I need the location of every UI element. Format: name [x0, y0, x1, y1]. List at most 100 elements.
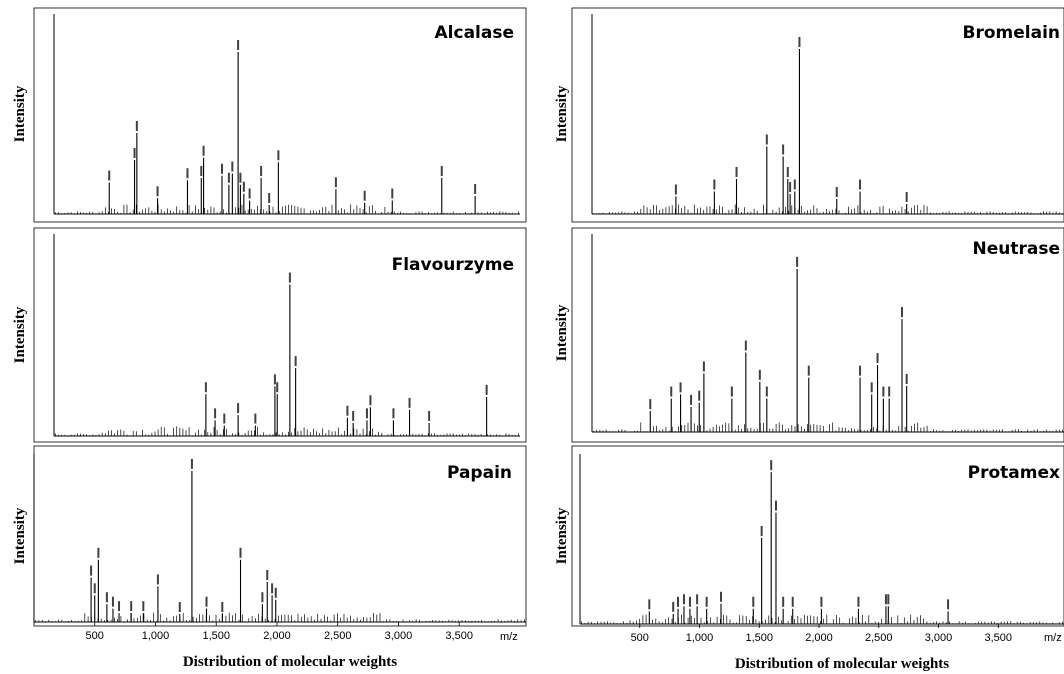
peak-label [391, 188, 394, 199]
peak-label [186, 168, 189, 179]
peak-label [791, 596, 794, 607]
peak-label [705, 596, 708, 607]
x-tick-label: 3,000 [385, 630, 413, 642]
peak-label [277, 150, 280, 161]
peak-label [884, 594, 887, 605]
noise-trace [35, 612, 525, 622]
peak-label [901, 307, 904, 318]
plot-frame [571, 227, 1064, 443]
plot-frame [33, 7, 527, 223]
peak-label [672, 601, 675, 612]
x-tick-marks: 500 1,000 1,500 2,000 2,500 3,000 3,500 [631, 624, 1012, 644]
x-tick-label: 3,500 [445, 630, 473, 642]
baseline-noise [593, 422, 1063, 432]
x-tick-marks: 500 1,000 1,500 2,000 2,500 3,000 3,500 [86, 622, 473, 642]
peak-label [118, 601, 121, 612]
peak-label [223, 413, 226, 424]
x-tick-label: 2,000 [263, 630, 291, 642]
peak-label [93, 583, 96, 594]
peak-label [130, 601, 133, 612]
y-axis-label: Intensity [554, 507, 570, 564]
peak-label [190, 458, 193, 469]
plot-frame [33, 227, 527, 443]
peak-label [744, 340, 747, 351]
x-unit-label: m/z [1044, 632, 1062, 644]
x-axis-label: Distribution of molecular weights [183, 654, 397, 670]
x-tick-label: 2,000 [805, 632, 833, 644]
peak-label [752, 596, 755, 607]
peak-label [782, 144, 785, 155]
peak-label [793, 179, 796, 190]
peak-label [231, 161, 234, 172]
enzyme-label-bromelain: Bromelain [963, 23, 1061, 43]
noise-trace [55, 204, 519, 214]
spectrum-peaks [108, 40, 477, 214]
enzyme-label-flavourzyme: Flavourzyme [392, 255, 514, 275]
peak-label [365, 408, 368, 419]
x-unit-label: m/z [500, 631, 518, 643]
peak-label [688, 596, 691, 607]
peak-label [835, 187, 838, 197]
x-tick-label: 1,000 [142, 630, 170, 642]
peak-label [786, 167, 789, 177]
noise-trace [593, 422, 1063, 432]
enzyme-label-protamex: Protamex [968, 463, 1060, 483]
peak-label [248, 188, 251, 199]
peak-label [735, 167, 738, 177]
peak-label [202, 145, 205, 156]
peak-label [428, 410, 431, 421]
peak-label [392, 408, 395, 419]
peak-label [760, 525, 763, 536]
peak-label [237, 403, 240, 414]
peak-label [142, 601, 145, 612]
spectrum-peaks [674, 37, 908, 214]
peak-label [770, 460, 773, 471]
baseline-noise [35, 612, 525, 622]
noise-trace [55, 426, 519, 436]
peak-label [274, 587, 277, 598]
peak-label [807, 365, 810, 376]
peak-label [111, 596, 114, 607]
x-tick-label: 2,500 [324, 630, 352, 642]
peak-label [774, 500, 777, 511]
peak-label [796, 256, 799, 267]
panel-alcalase: Alcalase Intensity [12, 7, 527, 223]
y-axis-label: Intensity [554, 304, 570, 361]
peak-label [178, 602, 181, 612]
peak-label [648, 599, 651, 610]
peak-label [261, 592, 264, 603]
peak-label [363, 190, 366, 201]
peak-label [237, 40, 240, 50]
peak-label [782, 596, 785, 607]
peak-label [798, 37, 801, 47]
peak-label [676, 596, 679, 607]
y-axis-label: Intensity [554, 85, 570, 142]
peak-label [670, 386, 673, 397]
noise-trace [581, 614, 1063, 624]
peak-label [870, 382, 873, 393]
peak-label [227, 172, 230, 183]
peak-label [720, 591, 723, 602]
peak-label [221, 602, 224, 612]
peak-label [266, 570, 269, 580]
peak-label [294, 356, 297, 367]
peak-label [758, 369, 761, 380]
peak-label [369, 395, 372, 406]
y-axis-label: Intensity [12, 85, 28, 142]
peak-label [820, 596, 823, 607]
panel-flavourzyme: Flavourzyme Intensity [12, 227, 527, 443]
panel-bromelain: Bromelain Intensity [554, 7, 1064, 223]
panel-neutrase: Neutrase Intensity [554, 227, 1064, 443]
peak-label [789, 182, 792, 192]
peak-label [674, 184, 677, 195]
peak-label [682, 594, 685, 605]
peak-label [156, 186, 159, 197]
x-tick-label: 500 [631, 632, 649, 644]
peak-label [679, 382, 682, 393]
peak-label [334, 177, 337, 188]
peak-label [882, 386, 885, 397]
x-tick-label: 1,500 [202, 630, 230, 642]
peak-label [905, 192, 908, 202]
peak-label [888, 386, 891, 397]
